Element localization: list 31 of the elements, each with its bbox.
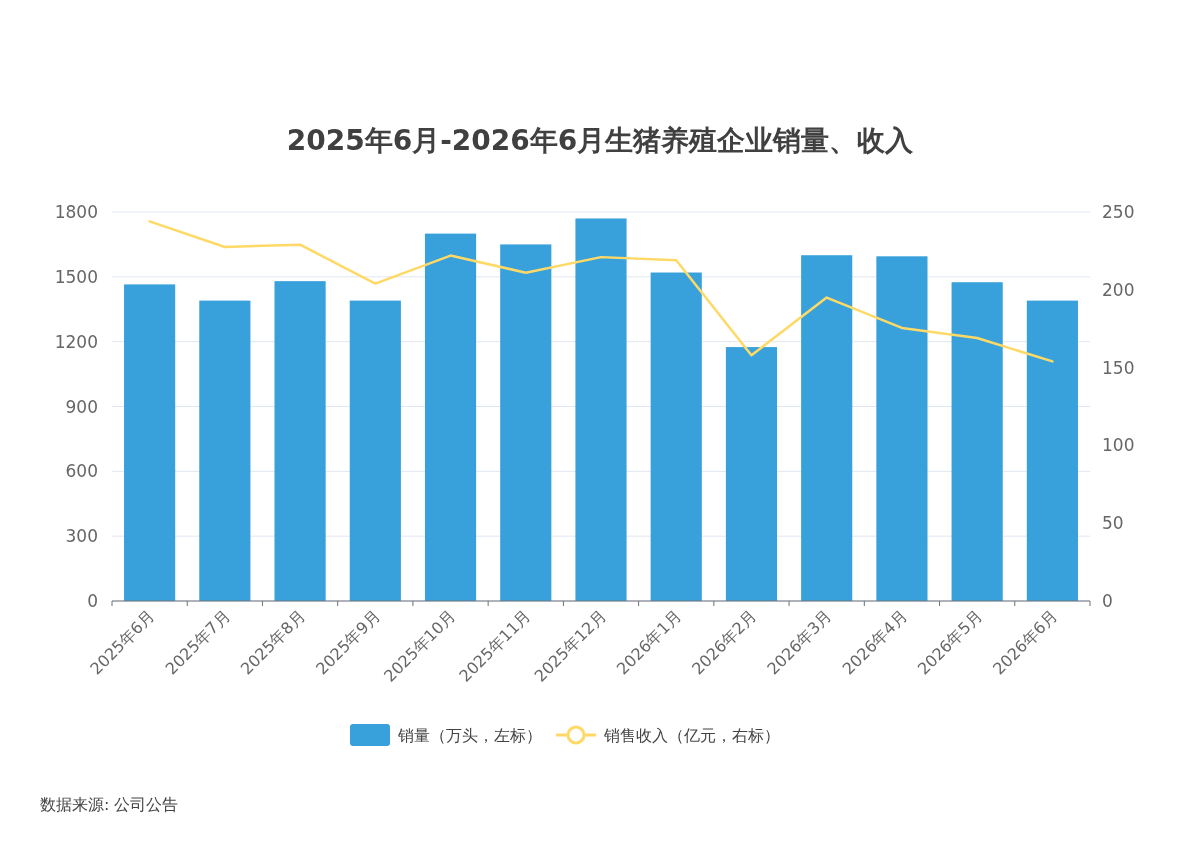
bar	[274, 281, 326, 601]
bar	[199, 300, 251, 601]
source-note: 数据来源: 公司公告	[40, 795, 179, 814]
y2-tick-label: 50	[1102, 513, 1124, 534]
y2-tick-label: 200	[1102, 279, 1135, 300]
bar	[500, 244, 552, 601]
bar	[1026, 300, 1078, 601]
bar	[349, 300, 401, 601]
line-series	[148, 220, 1054, 363]
y-tick-label: 0	[87, 591, 98, 611]
legend-label: 销售收入（亿元，右标）	[603, 726, 780, 745]
legend-label: 销量（万头，左标）	[397, 726, 542, 745]
bar	[650, 272, 702, 601]
y-tick-label: 1500	[54, 266, 98, 287]
y-tick-label: 600	[65, 461, 98, 482]
y-tick-label: 900	[65, 396, 98, 417]
bar	[951, 282, 1003, 601]
bar	[124, 284, 176, 601]
y2-tick-label: 0	[1102, 591, 1113, 611]
y2-tick-label: 100	[1102, 435, 1135, 456]
bar	[424, 233, 477, 601]
bar	[801, 255, 853, 601]
y2-tick-label: 250	[1102, 202, 1135, 222]
y-tick-label: 300	[65, 526, 98, 547]
bar	[575, 218, 627, 601]
y2-tick-label: 150	[1102, 357, 1135, 378]
bar	[876, 256, 928, 601]
y-tick-label: 1800	[54, 202, 98, 222]
bar	[725, 347, 778, 601]
y-tick-label: 1200	[54, 331, 98, 352]
chart-title: 2025年6月-2026年6月生猪养殖企业销量、收入	[286, 124, 915, 157]
